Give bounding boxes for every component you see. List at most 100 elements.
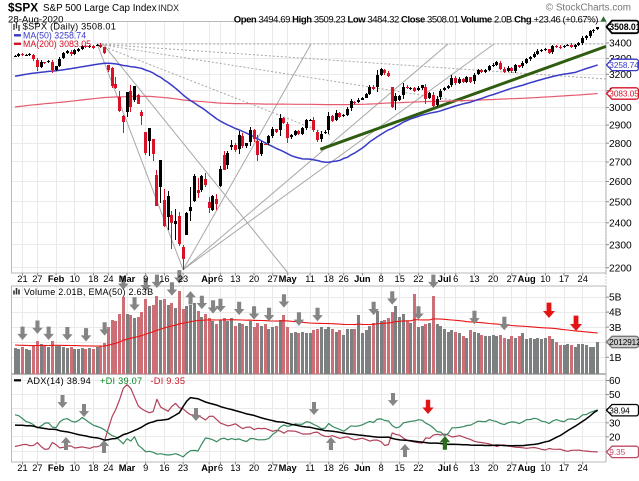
svg-text:16: 16 (159, 274, 169, 284)
svg-text:13: 13 (230, 274, 240, 284)
svg-text:27: 27 (268, 274, 278, 284)
svg-text:$SPX: $SPX (8, 1, 38, 15)
svg-text:Mar: Mar (119, 274, 136, 284)
svg-text:26: 26 (339, 463, 349, 473)
svg-text:20: 20 (488, 274, 498, 284)
svg-text:17: 17 (559, 463, 569, 473)
svg-text:38.94: 38.94 (609, 405, 630, 415)
svg-text:8: 8 (378, 463, 383, 473)
svg-text:3400: 3400 (609, 39, 632, 50)
svg-text:Volume 2.01B, EMA(50) 2.63B: Volume 2.01B, EMA(50) 2.63B (24, 287, 153, 297)
svg-text:27: 27 (507, 463, 517, 473)
svg-text:24: 24 (103, 274, 113, 284)
svg-text:INDX: INDX (158, 3, 179, 13)
svg-text:23: 23 (178, 463, 188, 473)
svg-text:27: 27 (32, 274, 42, 284)
svg-text:May: May (279, 274, 298, 284)
svg-text:Jun: Jun (354, 463, 371, 473)
svg-text:27: 27 (507, 274, 517, 284)
svg-text:6: 6 (453, 274, 458, 284)
svg-text:11: 11 (305, 463, 315, 473)
svg-text:20: 20 (249, 274, 259, 284)
svg-text:21: 21 (17, 463, 27, 473)
svg-text:3083.05: 3083.05 (609, 89, 639, 99)
svg-text:May: May (279, 463, 298, 473)
svg-text:3000: 3000 (609, 103, 632, 114)
svg-text:9: 9 (143, 463, 148, 473)
svg-text:22: 22 (413, 274, 423, 284)
svg-text:6: 6 (218, 274, 223, 284)
svg-text:Feb: Feb (48, 463, 65, 473)
svg-text:20: 20 (609, 433, 621, 444)
svg-text:1B: 1B (609, 353, 622, 364)
svg-text:Apr: Apr (201, 274, 217, 284)
svg-text:24: 24 (103, 463, 113, 473)
svg-text:Jul: Jul (438, 274, 451, 284)
svg-text:10: 10 (540, 463, 550, 473)
svg-text:Aug: Aug (518, 463, 536, 473)
svg-text:6: 6 (453, 463, 458, 473)
svg-text:3B: 3B (609, 323, 622, 334)
svg-text:17: 17 (559, 274, 569, 284)
svg-text:Aug: Aug (518, 274, 536, 284)
svg-text:15: 15 (395, 463, 405, 473)
svg-text:9.35: 9.35 (609, 447, 625, 457)
svg-text:Mar: Mar (119, 463, 136, 473)
svg-text:+DI 39.07: +DI 39.07 (100, 376, 142, 386)
svg-text:2400: 2400 (609, 218, 632, 229)
svg-text:18: 18 (324, 274, 334, 284)
svg-text:20: 20 (488, 463, 498, 473)
svg-text:9: 9 (143, 274, 148, 284)
svg-text:23: 23 (178, 274, 188, 284)
svg-text:2900: 2900 (609, 121, 632, 132)
svg-text:18: 18 (324, 463, 334, 473)
svg-text:2500: 2500 (609, 197, 632, 208)
svg-text:26: 26 (339, 274, 349, 284)
svg-text:10: 10 (540, 274, 550, 284)
svg-text:18: 18 (88, 274, 98, 284)
svg-text:24: 24 (578, 274, 588, 284)
svg-text:Open 3494.69 High 3509.23 Low: Open 3494.69 High 3509.23 Low 3484.32 Cl… (234, 15, 599, 26)
svg-text:20: 20 (249, 463, 259, 473)
svg-text:-DI 9.35: -DI 9.35 (151, 376, 186, 386)
svg-text:MA(200) 3083.05: MA(200) 3083.05 (23, 39, 91, 49)
svg-text:13: 13 (469, 463, 479, 473)
svg-text:16: 16 (159, 463, 169, 473)
svg-text:2012912128: 2012912128 (609, 338, 639, 347)
svg-text:24: 24 (578, 463, 588, 473)
svg-text:5B: 5B (609, 293, 622, 304)
svg-text:30: 30 (609, 418, 621, 429)
svg-text:60: 60 (609, 376, 621, 387)
svg-text:S&P 500 Large Cap Index: S&P 500 Large Cap Index (43, 3, 157, 14)
svg-text:Feb: Feb (48, 274, 65, 284)
svg-text:3508.01: 3508.01 (609, 22, 639, 32)
svg-text:15: 15 (395, 274, 405, 284)
svg-text:6: 6 (218, 463, 223, 473)
svg-text:13: 13 (469, 274, 479, 284)
svg-text:18: 18 (88, 463, 98, 473)
svg-text:2300: 2300 (609, 240, 632, 251)
svg-text:3258.74: 3258.74 (609, 60, 639, 70)
svg-text:28-Aug-2020: 28-Aug-2020 (8, 15, 63, 26)
svg-text:Jul: Jul (438, 463, 451, 473)
svg-text:21: 21 (17, 274, 27, 284)
svg-text:22: 22 (413, 463, 423, 473)
svg-text:50: 50 (609, 390, 621, 401)
svg-text:27: 27 (32, 463, 42, 473)
svg-text:27: 27 (268, 463, 278, 473)
svg-text:© StockCharts.com: © StockCharts.com (546, 2, 631, 13)
svg-text:11: 11 (305, 274, 315, 284)
svg-text:Apr: Apr (201, 463, 217, 473)
svg-text:ADX(14) 38.94: ADX(14) 38.94 (27, 376, 91, 386)
svg-text:2800: 2800 (609, 139, 632, 150)
svg-text:10: 10 (70, 274, 80, 284)
svg-text:$SPX (Daily) 3508.01: $SPX (Daily) 3508.01 (23, 21, 116, 31)
svg-text:3200: 3200 (609, 70, 632, 81)
svg-text:13: 13 (230, 463, 240, 473)
svg-text:8: 8 (378, 274, 383, 284)
svg-text:2700: 2700 (609, 158, 632, 169)
svg-text:Jun: Jun (354, 274, 371, 284)
svg-text:4B: 4B (609, 308, 622, 319)
svg-text:2600: 2600 (609, 177, 632, 188)
svg-text:2200: 2200 (609, 263, 632, 274)
